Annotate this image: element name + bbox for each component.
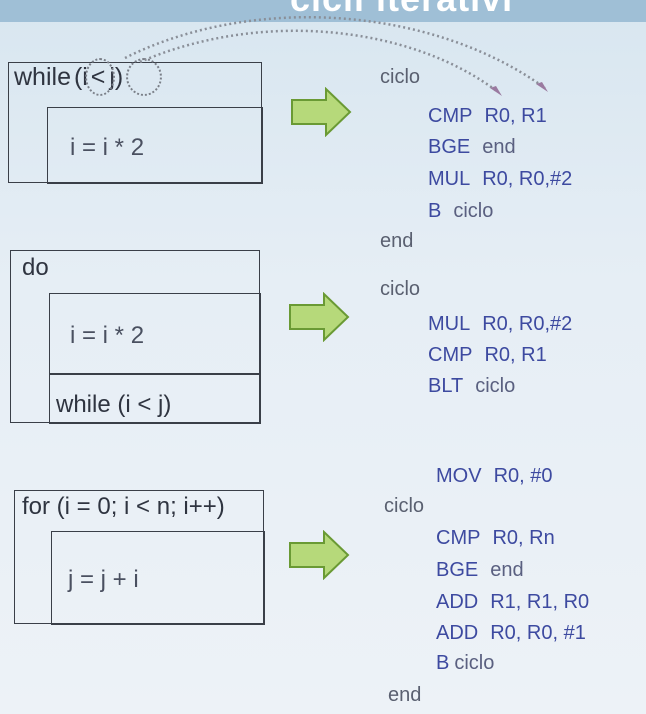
right-arrow-icon bbox=[289, 530, 350, 580]
right-arrow-icon bbox=[289, 292, 350, 342]
while-body-box bbox=[47, 107, 263, 184]
code3-label-start: ciclo bbox=[384, 495, 425, 517]
code1-line-2: BGE end bbox=[428, 136, 516, 158]
code1-label-start: ciclo bbox=[380, 66, 421, 88]
do-body-box bbox=[49, 293, 261, 375]
code2-line-2: CMP R0, R1 bbox=[428, 344, 547, 366]
code3-pre-line: MOV R0, #0 bbox=[436, 465, 553, 487]
code3-line-1: CMP R0, Rn bbox=[436, 527, 555, 549]
for-header: for (i = 0; i < n; i++) bbox=[22, 493, 225, 520]
for-body-box bbox=[51, 531, 265, 625]
code3-line-3: ADD R1, R1, R0 bbox=[436, 591, 590, 613]
condition-highlight-i bbox=[85, 58, 115, 96]
code1-line-1: CMP R0, R1 bbox=[428, 105, 547, 127]
title-band bbox=[0, 0, 646, 22]
do-footer-box bbox=[49, 373, 261, 424]
code2-label-start: ciclo bbox=[380, 278, 421, 300]
code3-line-4: ADD R0, R0, #1 bbox=[436, 622, 586, 644]
do-header: do bbox=[22, 254, 49, 281]
slide-title: cicli iterativi bbox=[290, 0, 513, 20]
do-body-text: i = i * 2 bbox=[70, 322, 145, 349]
right-arrow-icon bbox=[291, 87, 352, 137]
code3-line-2: BGE end bbox=[436, 559, 524, 581]
code1-line-3: MUL R0, R0,#2 bbox=[428, 168, 573, 190]
for-body-text: j = j + i bbox=[68, 566, 139, 593]
code2-line-1: MUL R0, R0,#2 bbox=[428, 313, 573, 335]
code3-label-end: end bbox=[388, 684, 422, 706]
do-while-diagram bbox=[10, 250, 261, 424]
do-footer-condition: while (i < j) bbox=[56, 391, 172, 418]
while-body-text: i = i * 2 bbox=[70, 134, 145, 161]
condition-highlight-j bbox=[126, 58, 162, 96]
code2-line-3: BLT ciclo bbox=[428, 375, 516, 397]
for-diagram bbox=[14, 490, 265, 625]
code1-label-end: end bbox=[380, 230, 414, 252]
